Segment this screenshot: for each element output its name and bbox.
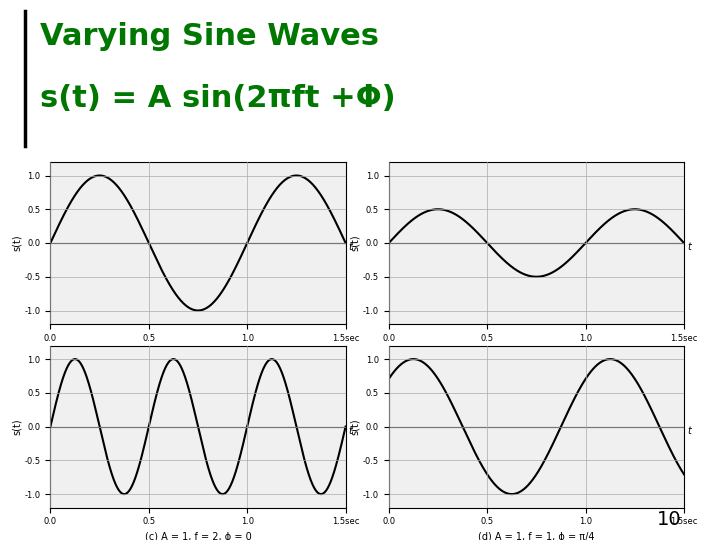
- X-axis label: (c) A = 1, f = 2, ϕ = 0: (c) A = 1, f = 2, ϕ = 0: [145, 532, 251, 540]
- Text: t: t: [348, 426, 352, 436]
- Text: t: t: [687, 426, 690, 436]
- X-axis label: (d) A = 1, f = 1, ϕ = π/4: (d) A = 1, f = 1, ϕ = π/4: [478, 532, 595, 540]
- Y-axis label: s(t): s(t): [12, 418, 22, 435]
- Text: Varying Sine Waves: Varying Sine Waves: [40, 22, 379, 51]
- Y-axis label: s(t): s(t): [12, 235, 22, 251]
- X-axis label: (b) A = 0.5, f = 1, ϕ = 0: (b) A = 0.5, f = 1, ϕ = 0: [478, 348, 595, 358]
- Text: s(t) = A sin(2πft +Φ): s(t) = A sin(2πft +Φ): [40, 84, 395, 113]
- Text: t: t: [687, 242, 690, 252]
- Y-axis label: s(t): s(t): [350, 235, 360, 251]
- Y-axis label: s(t): s(t): [350, 418, 360, 435]
- Text: 10: 10: [657, 510, 682, 529]
- Text: t: t: [348, 242, 352, 252]
- X-axis label: (a) A = 1, f = 1, ϕ = 0: (a) A = 1, f = 1, ϕ = 0: [145, 348, 251, 358]
